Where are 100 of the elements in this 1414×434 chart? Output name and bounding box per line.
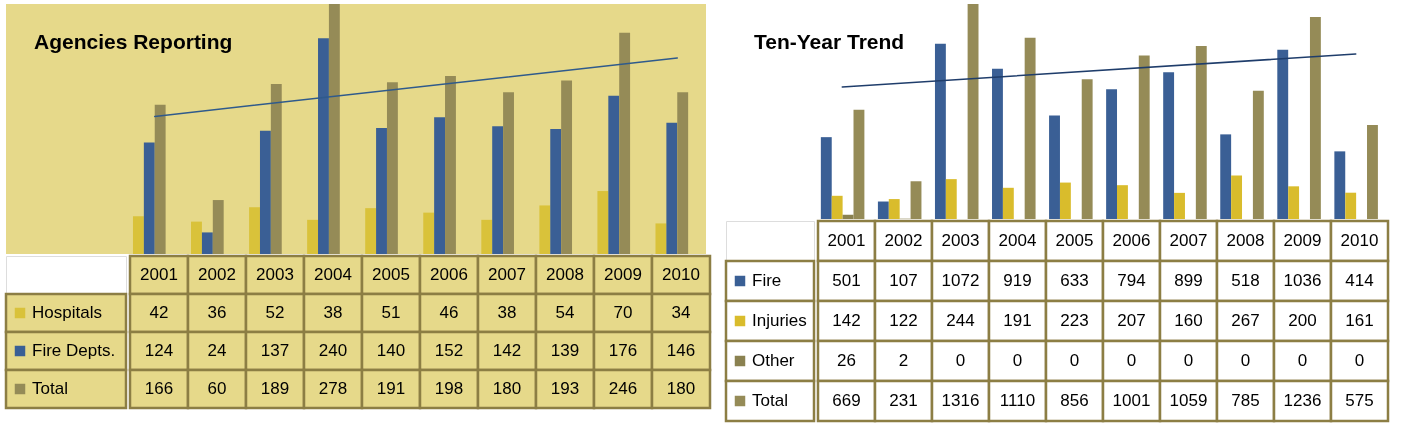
- bar: [307, 219, 319, 254]
- bar: [1334, 151, 1346, 219]
- legend-label: Total: [752, 391, 788, 410]
- data-label: 38: [497, 303, 517, 322]
- bar: [1174, 192, 1185, 219]
- data-label: 200: [1288, 311, 1317, 330]
- data-label: 0: [1354, 351, 1365, 370]
- data-label: 1059: [1169, 391, 1208, 410]
- bar: [877, 201, 889, 219]
- data-label: 51: [381, 303, 401, 322]
- data-label: 575: [1345, 391, 1374, 410]
- bar: [820, 137, 832, 219]
- data-label: 414: [1345, 271, 1374, 290]
- data-label: 244: [946, 311, 975, 330]
- data-label: 899: [1174, 271, 1203, 290]
- data-label: 240: [318, 341, 348, 360]
- bar: [1117, 185, 1128, 219]
- data-label: 278: [318, 379, 348, 398]
- bar: [1049, 115, 1060, 219]
- data-label: 193: [550, 379, 580, 398]
- legend-label: Injuries: [752, 311, 807, 330]
- bar: [154, 104, 166, 254]
- data-label: 267: [1231, 311, 1260, 330]
- data-label: 54: [555, 303, 575, 322]
- data-label: 669: [832, 391, 861, 410]
- x-tick-label: 2007: [1169, 231, 1208, 250]
- bar: [1195, 45, 1207, 219]
- bar: [328, 4, 340, 254]
- x-tick-label: 2008: [1226, 231, 1265, 250]
- data-label: 60: [207, 379, 227, 398]
- x-tick-label: 2008: [546, 265, 584, 284]
- bar: [888, 199, 900, 219]
- bar: [481, 219, 493, 254]
- data-label: 166: [144, 379, 174, 398]
- data-label: 52: [265, 303, 285, 322]
- data-label: 189: [260, 379, 290, 398]
- bar: [967, 4, 979, 219]
- data-label: 0: [1240, 351, 1251, 370]
- bar: [259, 130, 271, 254]
- bar: [1024, 37, 1036, 219]
- data-label: 0: [1069, 351, 1080, 370]
- bar: [1163, 72, 1175, 219]
- data-label: 137: [260, 341, 290, 360]
- data-label: 0: [1012, 351, 1023, 370]
- data-label: 856: [1060, 391, 1089, 410]
- bar: [1277, 49, 1289, 219]
- data-label: 633: [1060, 271, 1089, 290]
- data-label: 1036: [1283, 271, 1322, 290]
- bar: [992, 68, 1003, 219]
- bar: [143, 142, 155, 254]
- data-label: 0: [1297, 351, 1308, 370]
- data-label: 198: [434, 379, 464, 398]
- bar: [386, 82, 398, 254]
- bar: [1059, 182, 1071, 219]
- legend-label: Fire Depts.: [32, 341, 116, 360]
- x-tick-label: 2010: [1340, 231, 1379, 250]
- x-tick-label: 2001: [827, 231, 866, 250]
- data-label: 207: [1117, 311, 1146, 330]
- data-label: 70: [613, 303, 633, 322]
- bar: [1288, 186, 1300, 219]
- bar: [1106, 89, 1118, 219]
- bar: [1220, 134, 1232, 219]
- text: Ten-Year Trend: [754, 30, 905, 53]
- data-label: 42: [149, 303, 169, 322]
- bar: [934, 43, 946, 219]
- data-label: 246: [608, 379, 638, 398]
- bar: [1345, 192, 1357, 219]
- data-label: 46: [439, 303, 459, 322]
- x-tick-label: 2001: [140, 265, 178, 284]
- legend-label: Fire: [752, 271, 782, 290]
- data-label: 231: [889, 391, 918, 410]
- data-label: 146: [666, 341, 696, 360]
- x-tick-label: 2004: [314, 265, 352, 284]
- data-label: 919: [1003, 271, 1032, 290]
- bar: [1367, 125, 1378, 219]
- data-label: 122: [889, 311, 918, 330]
- bar: [619, 32, 631, 254]
- bar: [597, 191, 609, 254]
- bar: [831, 195, 843, 219]
- data-label: 785: [1231, 391, 1260, 410]
- data-label: 107: [889, 271, 918, 290]
- x-tick-label: 2006: [1112, 231, 1151, 250]
- bar: [503, 92, 514, 254]
- bar: [423, 212, 435, 254]
- bar: [608, 95, 620, 254]
- bar: [1081, 79, 1093, 219]
- bar: [910, 181, 922, 219]
- bar: [201, 232, 213, 254]
- data-label: 142: [492, 341, 522, 360]
- data-label: 161: [1345, 311, 1374, 330]
- bar: [677, 92, 689, 254]
- bar: [561, 80, 573, 254]
- legend-label: Other: [752, 351, 795, 370]
- x-tick-label: 2006: [430, 265, 468, 284]
- data-label: 34: [671, 303, 691, 322]
- x-tick-label: 2005: [372, 265, 410, 284]
- bar: [1002, 187, 1014, 219]
- data-label: 142: [832, 311, 861, 330]
- data-label: 0: [955, 351, 966, 370]
- bar: [1309, 17, 1321, 219]
